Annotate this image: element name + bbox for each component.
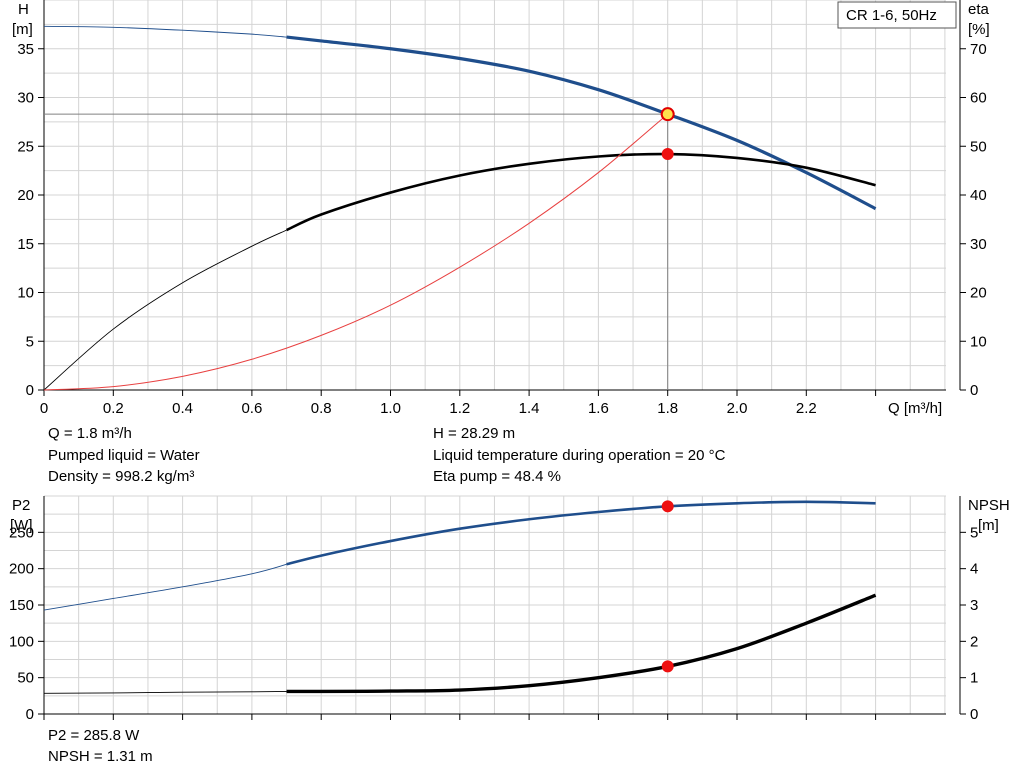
bottom-left-axis-unit: [W] xyxy=(10,517,33,534)
series-h-curve xyxy=(286,35,877,211)
right-axis-tick-label: 3 xyxy=(970,597,978,614)
x-axis-tick-label: 2.2 xyxy=(796,400,817,417)
x-axis-tick-label: 1.8 xyxy=(657,400,678,417)
series-npsh-curve xyxy=(286,593,877,694)
power-npsh-chart: 0 50 100 150 200 250 0 1 2 3 4 5 xyxy=(9,495,978,723)
right-axis-tick-label: 60 xyxy=(970,90,987,107)
series-system-curve-curve xyxy=(43,113,669,391)
info-pumped-liquid: Pumped liquid = Water xyxy=(48,447,200,464)
x-axis-tick-label: 1.0 xyxy=(380,400,401,417)
bottom-right-axis-unit: [m] xyxy=(978,517,999,534)
top-left-axis-unit: [m] xyxy=(12,21,33,38)
left-axis-tick-label: 10 xyxy=(17,285,34,302)
x-axis-tick-label: 0 xyxy=(40,400,48,417)
x-axis-tick-label: 1.2 xyxy=(449,400,470,417)
left-axis-tick-label: 50 xyxy=(17,670,34,687)
x-axis-tick-label: 0.6 xyxy=(241,400,262,417)
left-axis-tick-label: 0 xyxy=(26,382,34,399)
info-eta-pump: Eta pump = 48.4 % xyxy=(433,468,561,485)
info-npsh: NPSH = 1.31 m xyxy=(48,748,153,765)
right-axis-tick-label: 1 xyxy=(970,670,978,687)
right-axis-tick-label: 40 xyxy=(970,187,987,204)
left-axis-tick-label: 25 xyxy=(17,138,34,155)
right-axis-tick-label: 10 xyxy=(970,333,987,350)
info-head: H = 28.29 m xyxy=(433,425,516,442)
info-p2: P2 = 285.8 W xyxy=(48,727,140,744)
top-right-axis-unit: [%] xyxy=(968,21,990,38)
top-x-axis-label: Q [m³/h] xyxy=(888,400,942,417)
right-axis-tick-label: 5 xyxy=(970,524,978,541)
left-axis-tick-label: 0 xyxy=(26,706,34,723)
left-axis-tick-label: 100 xyxy=(9,633,34,650)
right-axis-tick-label: 30 xyxy=(970,236,987,253)
series-npsh-curve-extrapolated xyxy=(43,691,287,694)
right-axis-tick-label: 20 xyxy=(970,285,987,302)
right-axis-tick-label: 4 xyxy=(970,561,978,578)
x-axis-tick-label: 0.4 xyxy=(172,400,193,417)
bottom-left-axis-label: P2 xyxy=(12,497,30,514)
left-axis-tick-label: 30 xyxy=(17,90,34,107)
legend-box xyxy=(837,1,957,29)
info-liquid-temperature: Liquid temperature during operation = 20… xyxy=(433,447,726,464)
left-axis-tick-label: 35 xyxy=(17,41,34,58)
info-flow: Q = 1.8 m³/h xyxy=(48,425,132,442)
left-axis-tick-label: 150 xyxy=(9,597,34,614)
x-axis-tick-label: 1.4 xyxy=(519,400,540,417)
series-p2-curve-extrapolated xyxy=(43,563,287,611)
info-density: Density = 998.2 kg/m³ xyxy=(48,468,195,485)
right-axis-tick-label: 0 xyxy=(970,706,978,723)
series-eta-curve xyxy=(286,152,876,232)
series-h-curve-extrapolated xyxy=(43,25,287,38)
x-axis-tick-label: 1.6 xyxy=(588,400,609,417)
left-axis-tick-label: 5 xyxy=(26,333,34,350)
legend-label: CR 1-6, 50Hz xyxy=(846,7,937,24)
right-axis-tick-label: 50 xyxy=(970,138,987,155)
left-axis-tick-label: 250 xyxy=(9,524,34,541)
top-right-axis-label: eta xyxy=(968,1,990,18)
duty-point-P2-marker xyxy=(661,500,674,513)
right-axis-tick-label: 2 xyxy=(970,633,978,650)
left-axis-tick-label: 15 xyxy=(17,236,34,253)
bottom-right-axis-label: NPSH xyxy=(968,497,1010,514)
left-axis-tick-label: 20 xyxy=(17,187,34,204)
x-axis-tick-label: 0.2 xyxy=(103,400,124,417)
top-left-axis-label: H xyxy=(18,1,29,18)
right-axis-tick-label: 0 xyxy=(970,382,978,399)
series-eta-curve-extrapolated xyxy=(43,229,287,391)
head-efficiency-chart: 0 5 10 15 20 25 30 35 0 10 20 30 40 50 60 70 0 0.2 0.4 0.6 0… xyxy=(17,0,987,417)
duty-point-H-marker xyxy=(660,107,675,122)
duty-point-eta-marker xyxy=(661,148,674,161)
series-p2-curve xyxy=(286,500,876,566)
duty-point-NPSH-marker xyxy=(661,660,674,673)
left-axis-tick-label: 200 xyxy=(9,561,34,578)
right-axis-tick-label: 70 xyxy=(970,41,987,58)
x-axis-tick-label: 2.0 xyxy=(727,400,748,417)
x-axis-tick-label: 0.8 xyxy=(311,400,332,417)
